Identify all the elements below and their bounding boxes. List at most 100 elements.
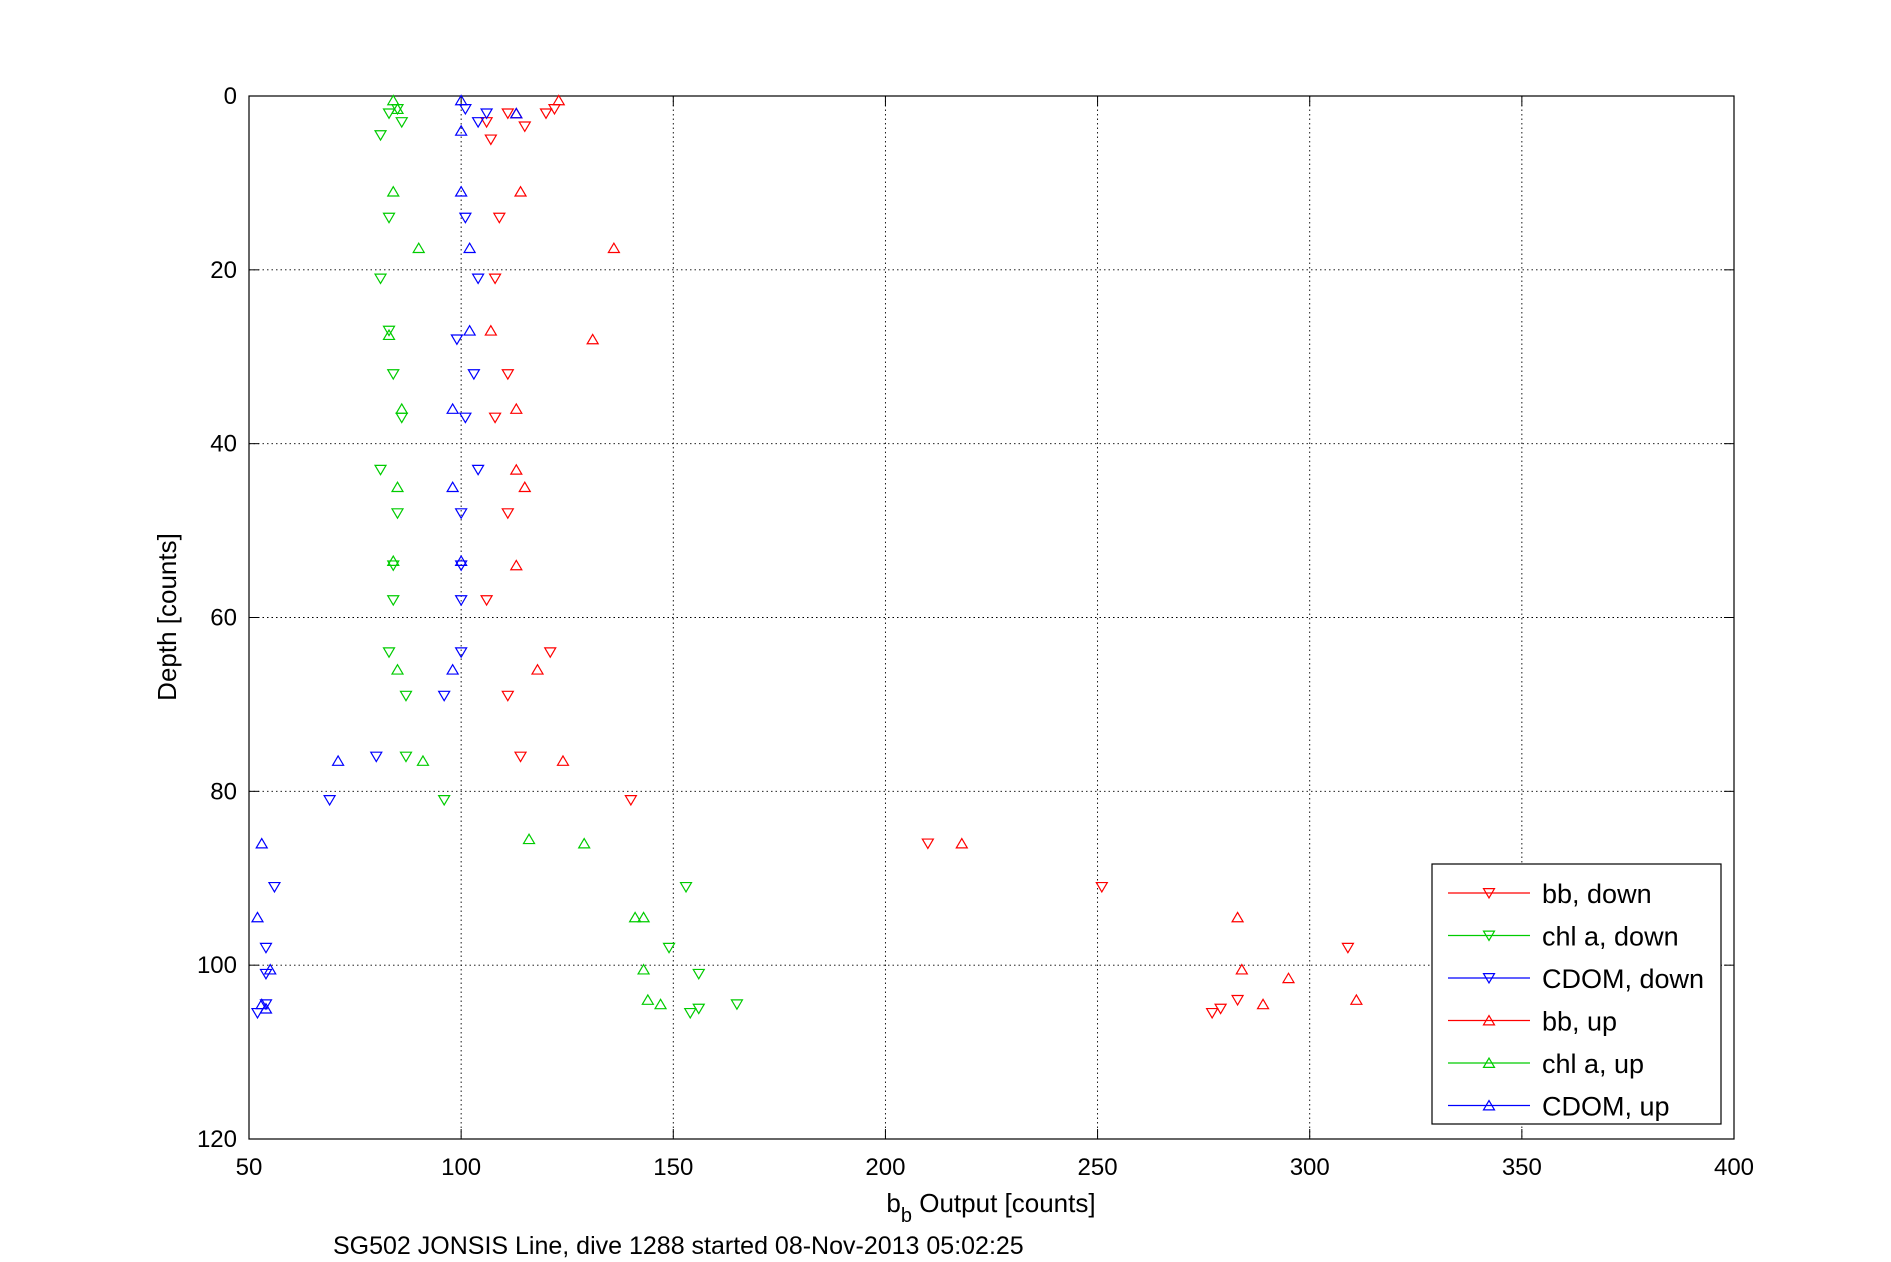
marker-bb-down xyxy=(518,121,532,133)
legend-marker-cdom-down xyxy=(1482,972,1496,985)
marker-bb-up xyxy=(955,837,969,849)
x-tick-label: 400 xyxy=(1714,1154,1754,1181)
marker-cdom-down xyxy=(480,108,494,120)
marker-cdom-down xyxy=(450,334,464,346)
marker-chl-a-down xyxy=(399,690,413,702)
marker-cdom-up xyxy=(509,107,523,119)
legend-marker-chl-a-up xyxy=(1482,1056,1496,1069)
marker-cdom-down xyxy=(437,690,451,702)
marker-chl-a-up xyxy=(654,998,668,1010)
marker-chl-a-down xyxy=(395,117,409,129)
marker-bb-up xyxy=(484,324,498,336)
marker-cdom-up xyxy=(454,94,468,106)
marker-bb-down xyxy=(624,795,638,807)
marker-bb-up xyxy=(530,663,545,675)
marker-bb-down xyxy=(921,838,935,850)
y-tick-label: 40 xyxy=(210,431,237,458)
marker-cdom-down xyxy=(323,795,337,807)
marker-bb-down xyxy=(1205,1007,1219,1020)
marker-chl-a-up xyxy=(386,94,400,106)
legend-label-bb-up: bb, up xyxy=(1542,1007,1617,1037)
marker-cdom-down xyxy=(467,369,481,381)
marker-cdom-up xyxy=(263,963,277,975)
axis-ticks: 50 100 150 200 250 300 350 400 0 20 40 60 80 100 120 xyxy=(197,83,1754,1181)
marker-bb-up xyxy=(1231,911,1245,923)
marker-cdom-down xyxy=(471,273,485,285)
marker-chl-a-down xyxy=(662,942,676,954)
marker-cdom-down xyxy=(471,464,485,476)
legend-box xyxy=(1431,863,1722,1125)
y-tick-label: 120 xyxy=(197,1126,237,1153)
marker-chl-a-down xyxy=(373,130,388,142)
marker-chl-a-down xyxy=(683,1007,697,1020)
x-tick-label: 150 xyxy=(653,1154,693,1181)
marker-cdom-down xyxy=(267,881,282,894)
marker-bb-down xyxy=(480,595,494,607)
marker-chl-a-down xyxy=(390,508,405,520)
marker-bb-down xyxy=(501,690,515,702)
marker-bb-up xyxy=(1235,963,1249,975)
marker-bb-up xyxy=(556,754,570,766)
marker-chl-a-up xyxy=(637,911,651,923)
marker-cdom-up xyxy=(463,324,477,336)
y-tick-label: 0 xyxy=(224,83,237,110)
marker-cdom-down xyxy=(458,212,472,224)
y-tick-label: 80 xyxy=(210,778,237,805)
marker-chl-a-down xyxy=(399,751,413,763)
marker-bb-down xyxy=(513,751,528,763)
marker-bb-down xyxy=(1231,994,1245,1007)
marker-bb-up xyxy=(509,463,523,475)
marker-chl-a-up xyxy=(577,837,591,849)
marker-chl-a-up xyxy=(628,911,642,923)
marker-cdom-up xyxy=(259,1002,273,1014)
marker-chl-a-up xyxy=(390,102,405,115)
marker-bb-up xyxy=(509,559,523,571)
legend-marker-chl-a-down xyxy=(1482,930,1496,942)
legend-label-cdom-down: CDOM, down xyxy=(1542,964,1704,994)
marker-cdom-down xyxy=(369,751,383,763)
marker-cdom-down xyxy=(454,647,468,659)
marker-cdom-down xyxy=(259,942,273,954)
marker-chl-a-up xyxy=(390,480,405,493)
marker-cdom-up xyxy=(250,911,265,923)
marker-bb-up xyxy=(1281,972,1296,984)
marker-bb-up xyxy=(518,480,532,493)
marker-chl-a-down xyxy=(692,968,706,980)
marker-bb-up xyxy=(586,333,600,345)
chart-caption: SG502 JONSIS Line, dive 1288 started 08-… xyxy=(333,1232,1024,1260)
marker-chl-a-up xyxy=(390,663,405,675)
x-tick-label: 50 xyxy=(236,1154,263,1181)
marker-bb-up xyxy=(1349,993,1363,1005)
marker-chl-a-down xyxy=(437,795,451,807)
marker-chl-a-up xyxy=(395,402,409,414)
legend: bb, down chl a, down CDOM, down bb, up chl a… xyxy=(1431,863,1722,1125)
marker-cdom-up xyxy=(454,185,468,197)
marker-cdom-down xyxy=(458,412,472,424)
marker-cdom-up xyxy=(331,754,345,766)
marker-bb-down xyxy=(501,369,515,381)
marker-cdom-up xyxy=(446,480,460,493)
marker-chl-a-down xyxy=(679,881,693,894)
marker-cdom-down xyxy=(454,508,468,520)
marker-chl-a-up xyxy=(382,328,396,341)
legend-marker-cdom-up xyxy=(1482,1099,1496,1111)
x-tick-label: 200 xyxy=(865,1154,905,1181)
marker-cdom-up xyxy=(463,241,477,254)
data-markers xyxy=(250,94,1363,1020)
x-tick-label: 350 xyxy=(1502,1154,1542,1181)
marker-bb-up xyxy=(513,185,528,197)
marker-bb-down xyxy=(539,108,553,120)
marker-chl-a-down xyxy=(373,464,388,476)
marker-cdom-down xyxy=(454,595,468,607)
marker-bb-down xyxy=(543,647,557,659)
marker-chl-a-up xyxy=(637,963,651,975)
marker-cdom-up xyxy=(446,663,460,675)
x-tick-label: 300 xyxy=(1290,1154,1330,1181)
marker-cdom-down xyxy=(259,999,273,1011)
legend-label-chl-a-up: chl a, up xyxy=(1542,1049,1644,1079)
marker-chl-a-down xyxy=(373,273,388,285)
marker-bb-up xyxy=(509,402,523,414)
legend-label-cdom-up: CDOM, up xyxy=(1542,1092,1670,1122)
legend-marker-bb-down xyxy=(1482,887,1496,900)
